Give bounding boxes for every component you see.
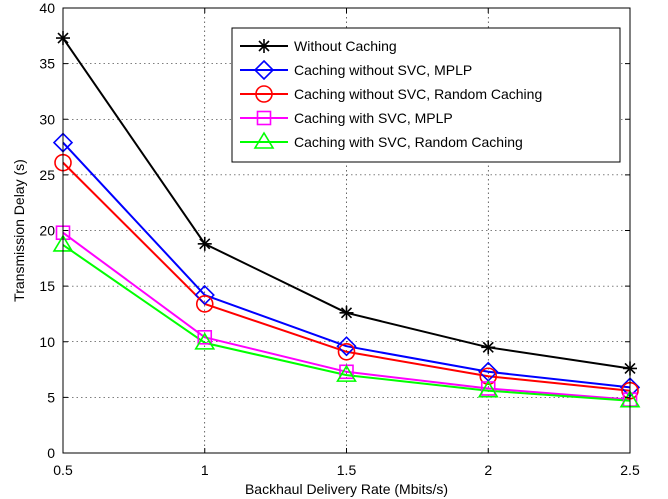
legend-label: Caching without SVC, MPLP xyxy=(294,62,472,78)
y-tick-label: 0 xyxy=(47,445,55,461)
series-line xyxy=(62,244,631,402)
data-point-triangle xyxy=(194,332,216,350)
data-point-triangle xyxy=(477,380,499,398)
legend-label: Caching with SVC, Random Caching xyxy=(294,134,523,150)
series-line xyxy=(62,231,631,401)
y-tick-label: 40 xyxy=(39,0,55,16)
data-point-asterisk xyxy=(339,305,354,320)
series-line xyxy=(62,161,631,392)
data-point-diamond xyxy=(336,336,357,357)
legend: Without Caching Caching without SVC, MPLP… xyxy=(231,27,621,163)
axis-ticks xyxy=(62,7,631,454)
data-point-triangle xyxy=(336,364,357,382)
data-point-circle xyxy=(255,85,273,103)
y-tick-label: 5 xyxy=(47,389,55,405)
x-tick-label: 2 xyxy=(484,462,492,478)
data-point-circle xyxy=(479,367,498,386)
y-tick-label: 35 xyxy=(39,56,55,72)
x-tick-label: 1.5 xyxy=(337,462,357,478)
legend-box xyxy=(231,27,621,163)
data-point-asterisk xyxy=(481,340,496,355)
data-point-circle xyxy=(337,342,356,361)
legend-label: Without Caching xyxy=(294,38,397,54)
y-tick-label: 20 xyxy=(39,223,55,239)
data-point-asterisk xyxy=(257,39,271,53)
y-tick-label: 15 xyxy=(39,278,55,294)
data-point-asterisk xyxy=(197,236,212,251)
legend-label: Caching without SVC, Random Caching xyxy=(294,86,542,102)
data-point-triangle xyxy=(253,131,275,149)
tick-labels: 0.5 1 1.5 2 2.5 0 5 10 15 20 25 30 35 40 xyxy=(39,0,640,478)
x-tick-label: 2.5 xyxy=(620,462,640,478)
series-lines xyxy=(62,37,631,402)
legend-label: Caching with SVC, MPLP xyxy=(294,110,453,126)
y-tick-label: 10 xyxy=(39,334,55,350)
data-point-circle xyxy=(195,295,214,313)
data-point-diamond xyxy=(253,59,275,81)
x-axis-label: Backhaul Delivery Rate (Mbits/s) xyxy=(245,481,448,497)
y-tick-label: 25 xyxy=(39,167,55,183)
data-point-square xyxy=(197,329,213,345)
y-axis-label: Transmission Delay (s) xyxy=(11,159,27,302)
series-line xyxy=(62,141,631,389)
x-tick-label: 0.5 xyxy=(53,462,73,478)
x-tick-label: 1 xyxy=(201,462,209,478)
data-point-diamond xyxy=(194,284,215,306)
data-point-square xyxy=(256,110,272,126)
y-tick-label: 30 xyxy=(39,111,55,127)
